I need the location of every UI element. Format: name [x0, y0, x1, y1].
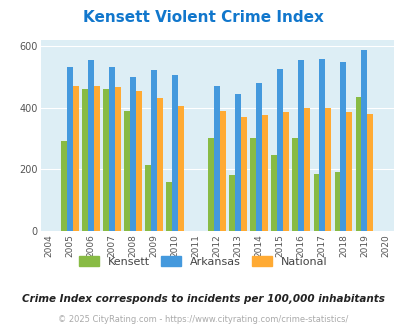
Bar	[130, 77, 136, 231]
Bar	[208, 138, 214, 231]
Bar	[334, 172, 339, 231]
Bar	[271, 155, 277, 231]
Bar	[324, 108, 330, 231]
Bar	[319, 59, 324, 231]
Bar	[88, 60, 94, 231]
Bar	[61, 142, 67, 231]
Bar	[136, 90, 142, 231]
Legend: Kensett, Arkansas, National: Kensett, Arkansas, National	[79, 256, 326, 267]
Bar	[277, 69, 283, 231]
Bar	[313, 174, 319, 231]
Text: Kensett Violent Crime Index: Kensett Violent Crime Index	[82, 10, 323, 25]
Bar	[292, 138, 298, 231]
Text: © 2025 CityRating.com - https://www.cityrating.com/crime-statistics/: © 2025 CityRating.com - https://www.city…	[58, 315, 347, 324]
Bar	[283, 112, 288, 231]
Bar	[360, 50, 367, 231]
Bar	[339, 62, 345, 231]
Bar	[241, 117, 247, 231]
Bar	[303, 108, 309, 231]
Bar	[214, 86, 220, 231]
Text: Crime Index corresponds to incidents per 100,000 inhabitants: Crime Index corresponds to incidents per…	[21, 294, 384, 304]
Bar	[235, 94, 241, 231]
Bar	[367, 114, 372, 231]
Bar	[220, 111, 226, 231]
Bar	[145, 165, 151, 231]
Bar	[124, 111, 130, 231]
Bar	[172, 75, 178, 231]
Bar	[73, 86, 79, 231]
Bar	[157, 98, 162, 231]
Bar	[178, 106, 183, 231]
Bar	[229, 176, 235, 231]
Bar	[166, 182, 172, 231]
Bar	[115, 87, 121, 231]
Bar	[109, 67, 115, 231]
Bar	[298, 60, 303, 231]
Bar	[355, 97, 360, 231]
Bar	[82, 89, 88, 231]
Bar	[262, 115, 267, 231]
Bar	[345, 112, 351, 231]
Bar	[67, 67, 73, 231]
Bar	[94, 86, 100, 231]
Bar	[151, 71, 157, 231]
Bar	[103, 89, 109, 231]
Bar	[250, 138, 256, 231]
Bar	[256, 83, 262, 231]
